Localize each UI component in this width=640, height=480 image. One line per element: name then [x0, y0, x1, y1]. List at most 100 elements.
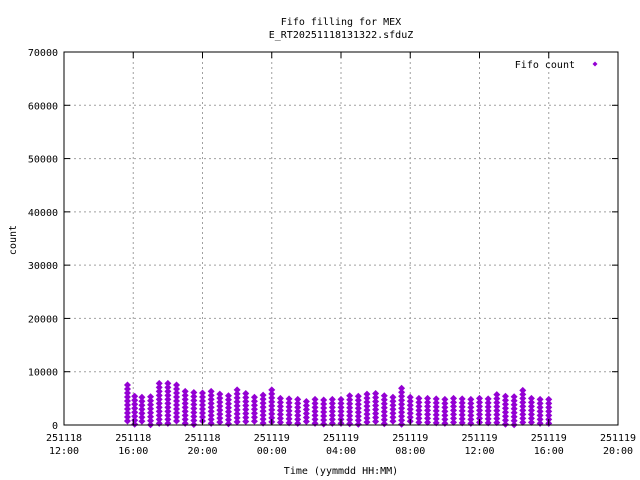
data-point-fill	[501, 396, 509, 404]
data-point-fill	[320, 404, 328, 412]
x-tick-label-time: 04:00	[326, 446, 356, 457]
data-point-fill	[294, 415, 302, 423]
data-point-fill	[424, 414, 432, 422]
data-point-fill	[467, 407, 475, 415]
data-point	[432, 395, 440, 403]
data-point-fill	[155, 411, 163, 419]
data-point-fill	[259, 403, 267, 411]
data-point-fill	[493, 399, 501, 407]
data-point-fill	[311, 419, 319, 427]
data-point-fill	[372, 406, 380, 414]
y-tick-label: 40000	[28, 208, 58, 219]
data-point-fill	[242, 414, 250, 422]
data-point-fill	[484, 415, 492, 423]
data-point-fill	[207, 399, 215, 407]
data-point	[467, 395, 475, 403]
data-point-fill	[155, 395, 163, 403]
data-point	[131, 392, 139, 400]
y-tick-label: 10000	[28, 368, 58, 379]
data-point-fill	[467, 403, 475, 411]
data-point-fill	[155, 419, 163, 427]
data-point-fill	[458, 399, 466, 407]
data-point-fill	[493, 411, 501, 419]
data-point-fill	[380, 420, 388, 428]
data-point-fill	[147, 413, 155, 421]
data-point-fill	[311, 411, 319, 419]
data-point-fill	[328, 399, 336, 407]
data-point-fill	[519, 390, 527, 398]
data-point	[389, 393, 397, 401]
data-points	[123, 379, 553, 429]
data-point-fill	[276, 398, 284, 406]
data-point	[181, 387, 189, 395]
data-point-fill	[337, 407, 345, 415]
data-point-fill	[328, 415, 336, 423]
data-point-fill	[190, 416, 198, 424]
x-tick-label-time: 16:00	[118, 446, 148, 457]
x-tick-label-date: 251119	[600, 433, 636, 444]
data-point-fill	[164, 387, 172, 395]
data-point-fill	[164, 395, 172, 403]
data-point-fill	[259, 395, 267, 403]
data-point-fill	[450, 418, 458, 426]
data-point-fill	[259, 407, 267, 415]
data-point-fill	[346, 420, 354, 428]
data-point-fill	[199, 413, 206, 421]
data-point-fill	[123, 397, 131, 405]
x-tick-label-date: 251119	[254, 433, 290, 444]
data-point	[458, 395, 466, 403]
data-point-fill	[224, 408, 232, 416]
data-point-fill	[250, 397, 258, 405]
data-point	[147, 393, 155, 401]
data-point-fill	[164, 399, 172, 407]
data-point-fill	[190, 400, 198, 408]
data-point-fill	[510, 405, 518, 413]
data-point-fill	[380, 400, 388, 408]
data-point-fill	[476, 398, 483, 406]
data-point-fill	[501, 412, 509, 420]
data-point-fill	[242, 418, 250, 426]
x-tick-label-time: 20:00	[187, 446, 217, 457]
data-point-fill	[242, 394, 250, 402]
data-point-fill	[155, 403, 163, 411]
data-point-fill	[372, 414, 380, 422]
chart-title-line-1: Fifo filling for MEX	[281, 17, 401, 28]
data-point-fill	[155, 415, 163, 423]
data-point-fill	[216, 410, 224, 418]
data-point	[302, 398, 310, 406]
data-point-fill	[302, 418, 310, 426]
data-point-fill	[389, 409, 397, 417]
data-point-fill	[398, 396, 406, 404]
data-point-fill	[131, 408, 139, 416]
data-point-fill	[354, 412, 362, 420]
data-point-fill	[406, 413, 414, 421]
data-point-fill	[276, 410, 284, 418]
data-point-fill	[415, 418, 423, 426]
data-point-fill	[398, 392, 406, 400]
data-point-fill	[527, 398, 535, 406]
data-point-fill	[250, 401, 258, 409]
x-tick-label-date: 251118	[184, 433, 220, 444]
data-point-fill	[164, 415, 172, 423]
data-point	[493, 391, 501, 399]
data-point-fill	[363, 410, 371, 418]
data-point-fill	[337, 403, 345, 411]
data-point-fill	[123, 389, 131, 397]
data-point	[233, 386, 241, 394]
data-point-fill	[164, 391, 172, 399]
data-point-fill	[363, 394, 371, 402]
data-point-fill	[432, 399, 440, 407]
data-point-fill	[302, 406, 310, 414]
data-point-fill	[527, 410, 535, 418]
data-point-fill	[493, 407, 501, 415]
y-axis-label: count	[8, 225, 19, 255]
data-point-fill	[510, 413, 518, 421]
data-point-fill	[510, 409, 518, 417]
data-point-fill	[372, 418, 380, 426]
data-point-fill	[259, 399, 267, 407]
data-point-fill	[173, 405, 181, 413]
data-point	[545, 395, 553, 403]
data-point-fill	[389, 413, 397, 421]
x-tick-label-date: 251119	[531, 433, 567, 444]
data-point-fill	[207, 391, 215, 399]
